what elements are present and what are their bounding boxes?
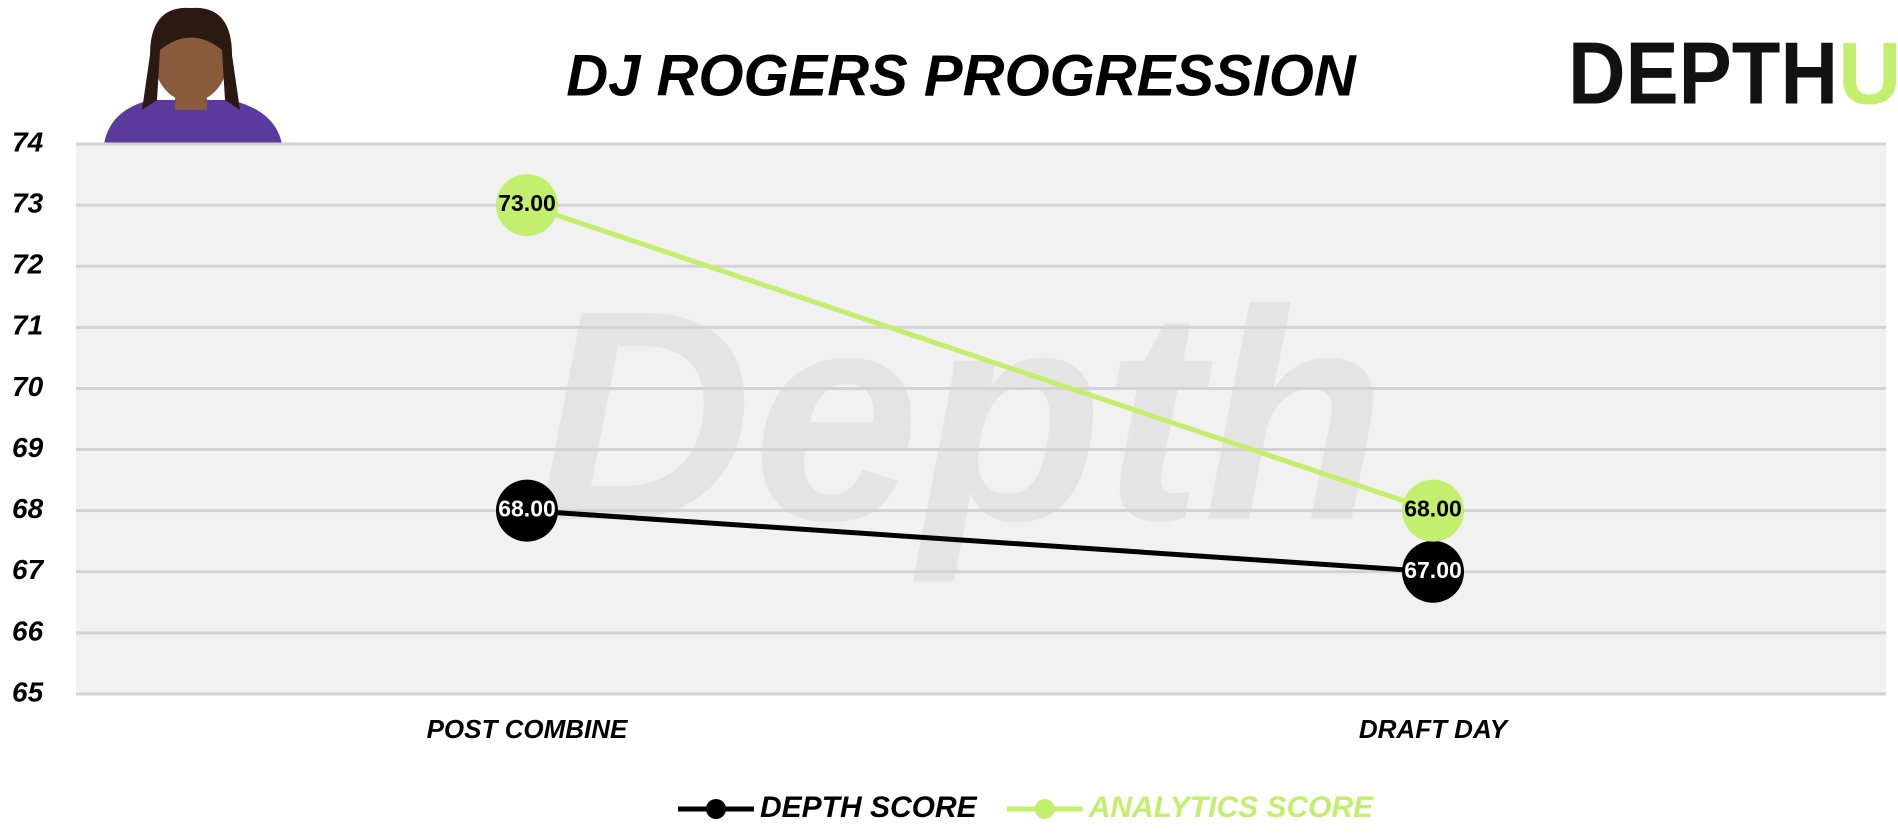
data-label: 68.00	[498, 496, 556, 522]
y-tick-label: 73	[12, 188, 44, 219]
logo-accent: U	[1838, 23, 1898, 122]
series-line	[526, 202, 1434, 514]
logo-main: DEPTH	[1568, 23, 1838, 122]
x-tick-label: POST COMBINE	[427, 714, 628, 744]
plot-area	[76, 144, 1886, 694]
chart-title: DJ ROGERS PROGRESSION	[566, 43, 1357, 108]
x-tick-label: DRAFT DAY	[1359, 714, 1510, 744]
data-point	[496, 479, 558, 542]
series-line	[526, 508, 1434, 575]
player-photo	[104, 7, 282, 144]
y-tick-label: 68	[12, 493, 44, 524]
legend-marker	[706, 799, 726, 819]
y-tick-label: 67	[12, 554, 45, 585]
y-tick-label: 66	[12, 615, 44, 646]
data-label: 73.00	[498, 190, 556, 216]
data-point	[1402, 479, 1464, 542]
y-tick-label: 65	[12, 676, 44, 707]
data-label: 68.00	[1404, 496, 1462, 522]
data-point	[496, 174, 558, 237]
y-tick-label: 74	[12, 126, 44, 157]
y-tick-label: 71	[12, 310, 43, 341]
y-tick-label: 72	[12, 249, 44, 280]
watermark: Depth	[536, 247, 1386, 585]
data-label: 67.00	[1404, 557, 1462, 583]
y-tick-label: 70	[12, 371, 44, 402]
legend-marker	[1034, 799, 1055, 819]
data-point	[1402, 540, 1464, 603]
legend-label: DEPTH SCORE	[760, 791, 978, 824]
legend-label: ANALYTICS SCORE	[1088, 791, 1374, 824]
y-tick-label: 69	[12, 432, 44, 463]
